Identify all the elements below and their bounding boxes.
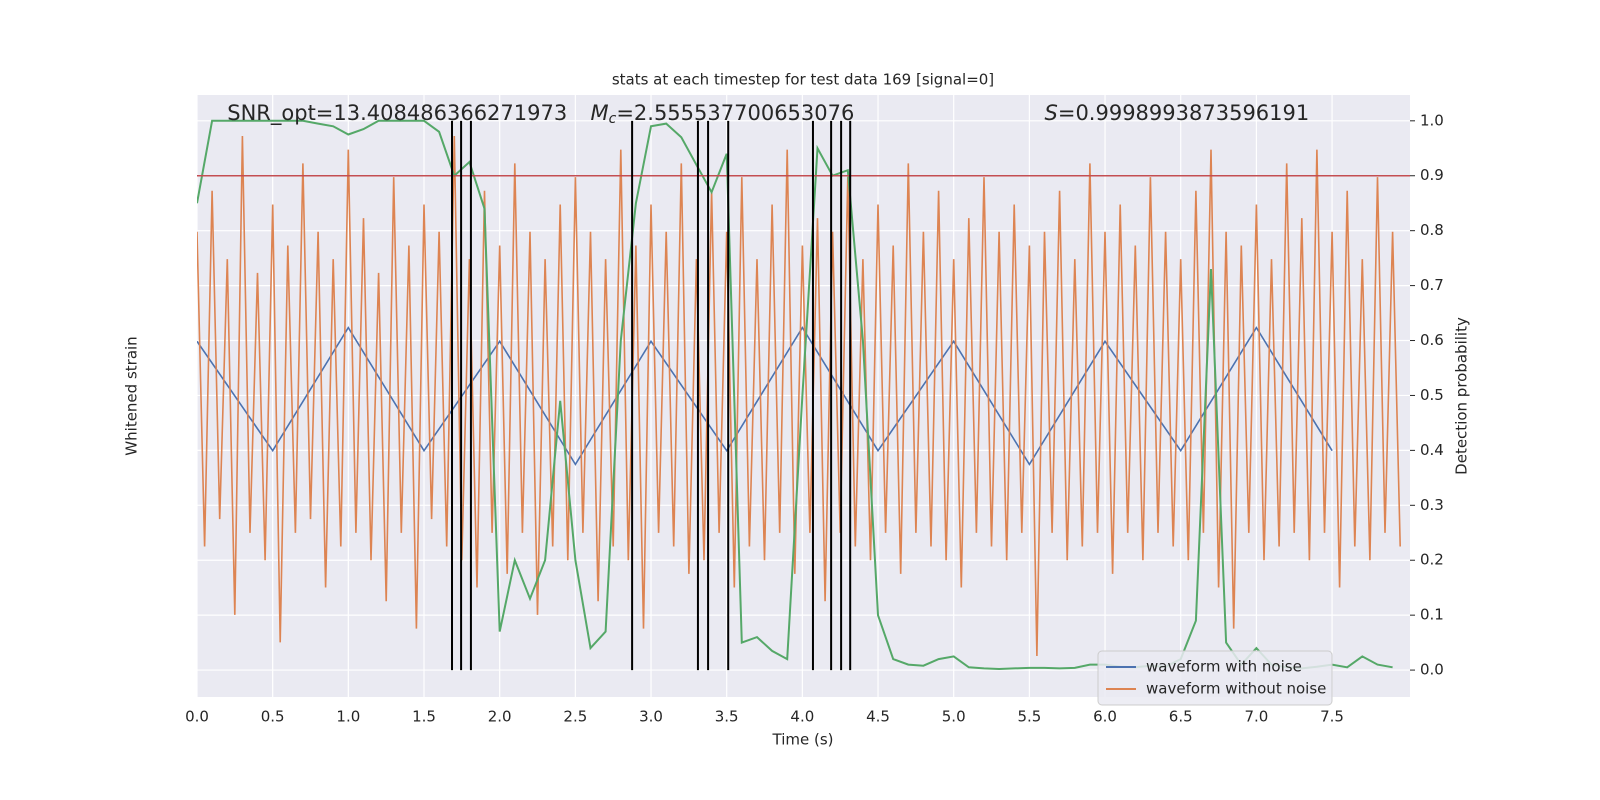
chart-title: stats at each timestep for test data 169… <box>612 71 994 89</box>
x-tick-label: 1.5 <box>412 708 436 726</box>
series-line <box>197 119 1393 671</box>
annotation-subscript: c <box>609 111 617 127</box>
x-axis-label: Time (s) <box>772 731 834 749</box>
x-tick-label: 7.5 <box>1320 708 1344 726</box>
x-tick-label: 4.0 <box>790 708 814 726</box>
x-tick-label: 7.0 <box>1244 708 1268 726</box>
legend-label: waveform without noise <box>1146 680 1326 698</box>
x-tick-label: 0.0 <box>185 708 209 726</box>
series-line <box>197 135 1401 657</box>
x-tick-label: 3.5 <box>715 708 739 726</box>
x-tick-label: 2.0 <box>488 708 512 726</box>
annotation: SNR_opt=13.408486366271973 <box>227 101 567 126</box>
y2-tick-label: 1.0 <box>1420 111 1444 129</box>
x-tick-label: 2.5 <box>563 708 587 726</box>
annotation-text: =2.555537700653076 <box>616 101 854 125</box>
x-tick-label: 0.5 <box>261 708 285 726</box>
y2-tick-label: 0.6 <box>1420 331 1444 349</box>
y2-tick-label: 0.5 <box>1420 386 1444 404</box>
y2-axis-label: Detection probability <box>1453 317 1471 475</box>
x-tick-label: 4.5 <box>866 708 890 726</box>
legend-box <box>1097 650 1333 706</box>
x-tick-label: 5.0 <box>942 708 966 726</box>
y2-tick-label: 0.9 <box>1420 166 1444 184</box>
x-tick-label: 5.5 <box>1017 708 1041 726</box>
annotation-text: SNR_opt=13.408486366271973 <box>227 101 567 126</box>
annotation-text: =0.9998993873596191 <box>1058 101 1309 125</box>
series-line <box>197 326 1333 466</box>
y2-tick-label: 0.1 <box>1420 606 1444 624</box>
x-tick-label: 3.0 <box>639 708 663 726</box>
annotation: S=0.9998993873596191 <box>1045 101 1310 125</box>
x-tick-label: 6.5 <box>1169 708 1193 726</box>
legend-label: waveform with noise <box>1146 658 1302 676</box>
x-tick-label: 6.0 <box>1093 708 1117 726</box>
y2-tick-label: 0.0 <box>1420 661 1444 679</box>
y2-tick-label: 0.4 <box>1420 441 1444 459</box>
y2-tick-label: 0.7 <box>1420 276 1444 294</box>
annotation-symbol: S <box>1045 101 1058 125</box>
y2-tick-label: 0.3 <box>1420 496 1444 514</box>
y2-tick-label: 0.2 <box>1420 551 1444 569</box>
annotation-symbol: M <box>590 101 608 125</box>
x-tick-label: 1.0 <box>336 708 360 726</box>
y2-tick-label: 0.8 <box>1420 221 1444 239</box>
y-axis-label: Whitened strain <box>123 336 141 455</box>
annotation: Mc=2.555537700653076 <box>590 101 854 127</box>
